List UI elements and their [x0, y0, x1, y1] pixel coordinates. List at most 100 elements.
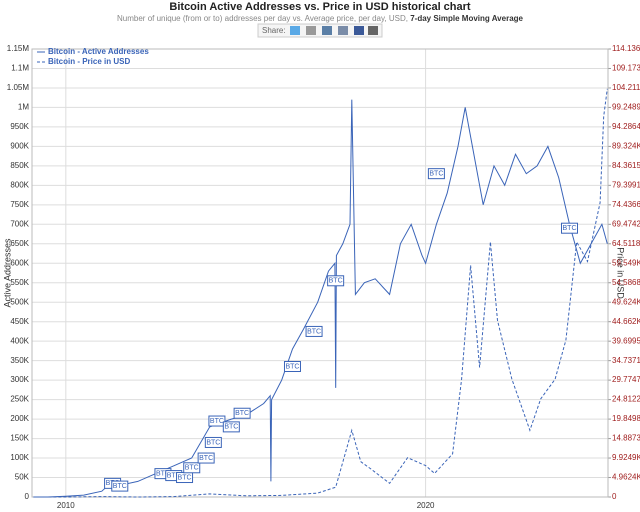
- chart-subtitle: Number of unique (from or to) addresses …: [117, 14, 524, 23]
- annotation-box: [427, 168, 445, 180]
- share-like[interactable]: [338, 26, 348, 35]
- annotation-box: [305, 325, 323, 337]
- subtitle-text: Number of unique (from or to) addresses …: [117, 14, 408, 23]
- y-tick-label: 850K: [10, 161, 29, 170]
- y-tick-label: 450K: [10, 317, 29, 326]
- subtitle-emphasis: 7-day Simple Moving Average: [410, 14, 523, 23]
- y2-tick-label: 59.549K: [612, 258, 640, 267]
- y-tick-label: 1.05M: [7, 83, 30, 92]
- share-label: Share:: [262, 26, 286, 35]
- y2-tick-label: 4.9624K: [612, 473, 640, 482]
- y2-tick-label: 99.2489: [612, 103, 640, 112]
- y-tick-label: 250K: [10, 395, 29, 404]
- annotation-text: BTC: [206, 439, 220, 446]
- y2-tick-label: 19.8498: [612, 414, 640, 423]
- legend-label: Bitcoin - Price in USD: [48, 57, 130, 66]
- y-tick-label: 100K: [10, 453, 29, 462]
- annotation-box: [197, 452, 215, 464]
- y2-tick-label: 54.5868: [612, 278, 640, 287]
- legend-label: Bitcoin - Active Addresses: [48, 47, 149, 56]
- y-tick-label: 1M: [18, 103, 29, 112]
- annotation-text: BTC: [185, 465, 199, 472]
- y2-tick-label: 84.3615: [612, 161, 640, 170]
- annotation-text: BTC: [307, 328, 321, 335]
- y-tick-label: 1.1M: [11, 64, 29, 73]
- annotation-text: BTC: [210, 418, 224, 425]
- share-vk[interactable]: [322, 26, 332, 35]
- annotation-text: BTC: [429, 171, 443, 178]
- annotation: BTC: [208, 415, 226, 427]
- y2-tick-label: 44.662K: [612, 317, 640, 326]
- annotation-text: BTC: [156, 470, 170, 477]
- y-tick-label: 300K: [10, 375, 29, 384]
- x-tick-label: 2010: [57, 501, 75, 510]
- annotation-box: [183, 462, 201, 474]
- annotation-box: [327, 275, 345, 287]
- y-tick-label: 500K: [10, 297, 29, 306]
- y2-tick-label: 109.173: [612, 64, 640, 73]
- y-tick-label: 1.15M: [7, 44, 30, 53]
- y-tick-label: 650K: [10, 239, 29, 248]
- annotation-box: [208, 415, 226, 427]
- plot-frame: [31, 48, 609, 498]
- annotation-text: BTC: [285, 363, 299, 370]
- y2-tick-label: 9.9249K: [612, 453, 640, 462]
- y2-tick-label: 69.4742: [612, 219, 640, 228]
- y2-axis-title: Price in USD: [616, 247, 626, 299]
- y2-tick-label: 114.136: [612, 44, 640, 53]
- y-tick-label: 950K: [10, 122, 29, 131]
- annotation: BTC: [204, 436, 222, 448]
- y2-tick-label: 39.6995: [612, 336, 640, 345]
- y2-tick-label: 89.324K: [612, 142, 640, 151]
- y2-tick-label: 29.7747: [612, 375, 640, 384]
- share-box: [257, 23, 383, 38]
- annotation: BTC: [283, 360, 301, 372]
- share-facebook[interactable]: [354, 26, 364, 35]
- annotation-text: BTC: [329, 278, 343, 285]
- y-tick-label: 350K: [10, 356, 29, 365]
- y-tick-label: 150K: [10, 434, 29, 443]
- y2-tick-label: 49.624K: [612, 297, 640, 306]
- share-bar: Share:: [257, 23, 383, 38]
- annotation-box: [561, 222, 579, 234]
- annotation: BTC: [176, 472, 194, 484]
- series-line: [33, 88, 608, 498]
- share-reddit[interactable]: [306, 26, 316, 35]
- y2-tick-label: 94.2864: [612, 122, 640, 131]
- y-tick-label: 700K: [10, 219, 29, 228]
- x-tick-label: 2020: [417, 501, 435, 510]
- y-tick-label: 550K: [10, 278, 29, 287]
- y-tick-label: 400K: [10, 336, 29, 345]
- annotation: BTC: [222, 421, 240, 433]
- annotation: BTC: [111, 480, 129, 492]
- y2-tick-label: 74.4366: [612, 200, 640, 209]
- y2-tick-label: 104.211: [612, 83, 640, 92]
- annotation: BTC: [427, 168, 445, 180]
- annotation: BTC: [327, 275, 345, 287]
- y2-tick-label: 14.8873: [612, 434, 640, 443]
- y2-tick-label: 0: [612, 492, 617, 501]
- annotation: BTC: [305, 325, 323, 337]
- annotation-text: BTC: [113, 483, 127, 490]
- annotation-box: [111, 480, 129, 492]
- y-tick-label: 200K: [10, 414, 29, 423]
- y2-tick-label: 34.7371: [612, 356, 640, 365]
- annotation: BTC: [183, 462, 201, 474]
- annotation-box: [204, 436, 222, 448]
- y-axis-title: Active Addresses: [2, 238, 12, 308]
- chart-title: Bitcoin Active Addresses vs. Price in US…: [169, 1, 471, 13]
- annotation-text: BTC: [178, 474, 192, 481]
- annotation: BTC: [233, 407, 251, 419]
- annotation: BTC: [197, 452, 215, 464]
- share-weibo[interactable]: [368, 26, 378, 35]
- y-tick-label: 750K: [10, 200, 29, 209]
- y-tick-label: 600K: [10, 258, 29, 267]
- annotation-box: [222, 421, 240, 433]
- annotation-text: BTC: [224, 424, 238, 431]
- y2-tick-label: 79.3991: [612, 180, 640, 189]
- annotation-text: BTC: [235, 410, 249, 417]
- annotation-text: BTC: [563, 225, 577, 232]
- y-tick-label: 0: [25, 492, 30, 501]
- share-twitter[interactable]: [290, 26, 300, 35]
